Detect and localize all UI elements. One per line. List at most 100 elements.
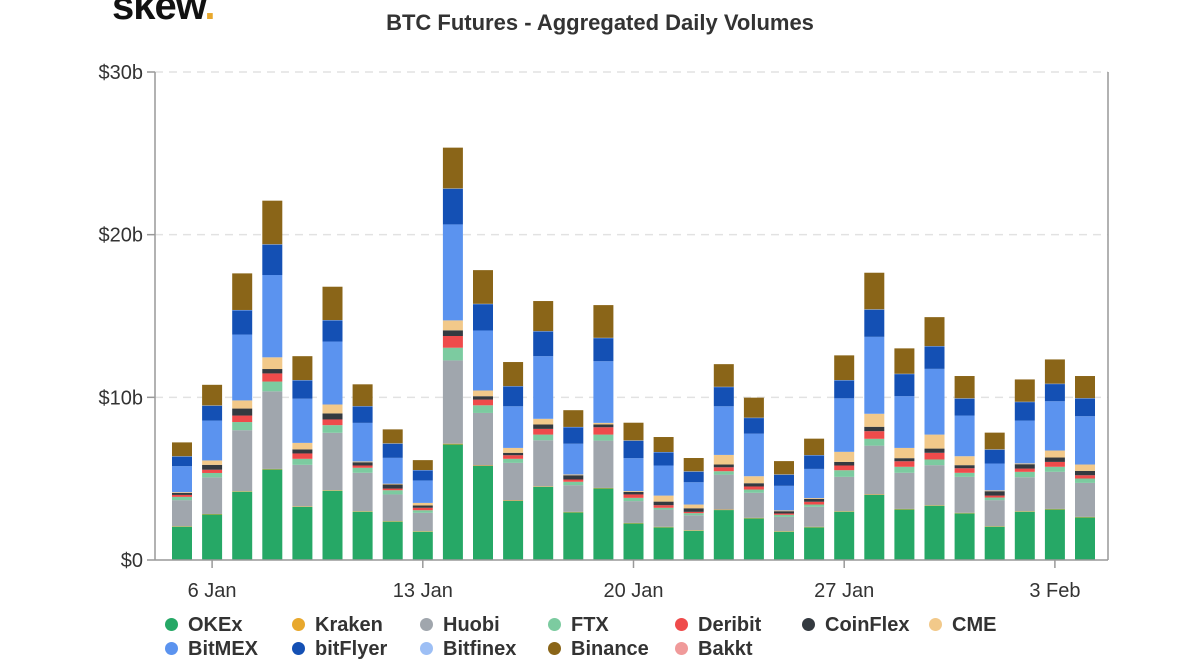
legend-dot-icon (929, 618, 942, 632)
bar-segment-okex (262, 469, 283, 560)
bar-segment-coinflex (503, 452, 524, 456)
bar-segment-kraken (954, 512, 975, 514)
legend-label: Binance (571, 638, 649, 660)
legend-item-binance[interactable]: Binance (548, 638, 649, 661)
bar-segment-kraken (1075, 516, 1095, 518)
bar-segment-coinflex (924, 448, 945, 453)
bar-segment-kraken (202, 513, 223, 515)
bar-segment-cme (382, 483, 403, 485)
bar-segment-bitmex (924, 368, 945, 435)
bar-segment-huobi (683, 515, 704, 531)
bar-segment-huobi (292, 464, 313, 507)
bar-segment-cme (412, 502, 433, 506)
bar-segment-binance (503, 362, 524, 387)
bar-segment-coinflex (1075, 470, 1095, 476)
bar-segment-deribit (172, 494, 192, 497)
bar-segment-bitflyer (473, 303, 493, 331)
bar-segment-ftx (382, 490, 403, 495)
legend-item-kraken[interactable]: Kraken (292, 614, 383, 637)
bar-segment-okex (473, 465, 493, 560)
bar-segment-binance (593, 305, 614, 338)
bar-segment-coinflex (683, 508, 704, 512)
bar-segment-coinflex (743, 483, 764, 487)
bar-segment-bitflyer (1014, 401, 1035, 421)
bar-segment-okex (683, 530, 704, 560)
chart-title: BTC Futures - Aggregated Daily Volumes (386, 10, 814, 35)
bar-segment-bitmex (1075, 416, 1095, 465)
bar-segment-binance (954, 376, 975, 399)
bar-segment-kraken (924, 505, 945, 506)
legend-dot-icon (420, 618, 433, 632)
bar-segment-huobi (262, 391, 283, 469)
legend-item-bitfinex[interactable]: Bitfinex (420, 638, 516, 661)
bar-segment-bitflyer (533, 331, 554, 357)
bar-segment-huobi (1014, 477, 1035, 512)
legend-item-bitflyer[interactable]: bitFlyer (292, 638, 387, 661)
bar-segment-deribit (322, 419, 343, 426)
bar-segment-okex (1014, 511, 1035, 560)
bar-segment-ftx (503, 458, 524, 463)
bar-segment-ftx (262, 381, 283, 392)
bar-segment-bitmex (804, 468, 825, 499)
bar-segment-deribit (352, 465, 373, 468)
bar-segment-bitmex (894, 396, 915, 448)
bar-segment-bitflyer (1075, 398, 1095, 417)
legend-dot-icon (165, 642, 178, 656)
legend-item-cme[interactable]: CME (929, 614, 996, 637)
bar-segment-bitfinex (623, 440, 644, 441)
bar-segment-okex (442, 444, 463, 560)
bar-segment-deribit (864, 431, 885, 439)
bar-segment-bitfinex (804, 455, 825, 456)
bar-segment-okex (352, 511, 373, 560)
legend-item-ftx[interactable]: FTX (548, 614, 609, 637)
bar-segment-bitmex (834, 398, 855, 452)
bar-segment-bitflyer (1044, 383, 1065, 402)
bar-segment-bitflyer (834, 380, 855, 399)
bar-segment-cme (1044, 450, 1065, 458)
bar-segment-huobi (653, 509, 674, 527)
bar-segment-bitflyer (232, 310, 253, 335)
logo-text: skew (112, 0, 205, 28)
legend-item-bakkt[interactable]: Bakkt (675, 638, 752, 661)
bar-segment-huobi (352, 472, 373, 512)
bar-segment-cme (533, 418, 554, 425)
x-tick-label: 27 Jan (814, 580, 874, 602)
legend-item-coinflex[interactable]: CoinFlex (802, 614, 909, 637)
legend-dot-icon (548, 642, 561, 656)
legend-item-bitmex[interactable]: BitMEX (165, 638, 258, 661)
bar-segment-binance (984, 432, 1005, 450)
bar-segment-okex (774, 531, 794, 560)
legend-item-deribit[interactable]: Deribit (675, 614, 761, 637)
legend-item-huobi[interactable]: Huobi (420, 614, 500, 637)
bar-segment-cme (894, 447, 915, 459)
bar-segment-coinflex (382, 484, 403, 489)
bar-segment-coinflex (442, 330, 463, 337)
bar-segment-kraken (563, 511, 584, 513)
bar-segment-okex (954, 513, 975, 560)
bar-segment-cme (352, 461, 373, 463)
bar-segment-bitmex (442, 224, 463, 321)
bar-segment-coinflex (232, 408, 253, 416)
bar-segment-cme (322, 404, 343, 414)
bar-segment-kraken (743, 517, 764, 519)
bar-segment-bitfinex (653, 451, 674, 453)
bar-segment-huobi (1075, 482, 1095, 517)
legend-label: Bakkt (698, 638, 753, 660)
y-tick-label: $30b (99, 62, 144, 84)
bar-segment-okex (743, 518, 764, 560)
bar-segment-okex (713, 510, 734, 560)
bar-segment-deribit (473, 399, 493, 406)
bar-segment-okex (834, 511, 855, 560)
bar-segment-huobi (593, 440, 614, 488)
bar-segment-kraken (623, 522, 644, 524)
legend-label: BitMEX (188, 638, 258, 660)
bar-segment-bitfinex (713, 386, 734, 388)
bar-segment-bitflyer (292, 380, 313, 399)
bar-segment-bitflyer (593, 337, 614, 362)
bar-segment-coinflex (473, 396, 493, 400)
bar-segment-okex (172, 526, 192, 560)
bar-segment-bitflyer (984, 449, 1005, 464)
bar-segment-deribit (984, 495, 1005, 498)
legend-item-okex[interactable]: OKEx (165, 614, 242, 637)
bar-segment-kraken (442, 443, 463, 445)
